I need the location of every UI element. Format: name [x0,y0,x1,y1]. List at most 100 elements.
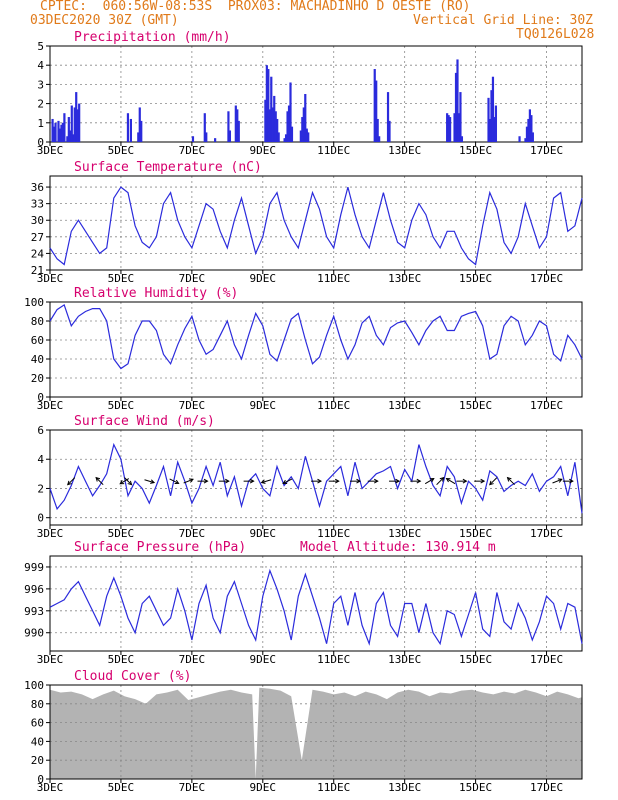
precip-bar [271,107,274,142]
temp-title: Surface Temperature (nC) [74,160,262,175]
header-date: 03DEC2020 30Z (GMT) [30,13,179,28]
rh-xtick-label: 7DEC [179,399,206,412]
precip-bar [75,92,78,142]
precip-xtick-label: 5DEC [108,144,135,157]
wind-arrow-shaft [67,477,76,486]
precip-bar [138,107,141,142]
wind-arrow-head [67,480,72,486]
wind-xtick-label: 13DEC [388,527,421,540]
temp-ytick-label: 21 [31,264,44,277]
wind-arrow-shaft [507,477,515,486]
temp-ytick-label: 33 [31,198,44,211]
precip-bar [301,117,304,142]
rh-ytick-label: 40 [31,353,44,366]
precip-bar [284,134,288,142]
cloud-title: Cloud Cover (%) [74,669,191,684]
cloud-ytick-label: 0 [37,773,44,786]
wind-arrow-head [174,479,180,485]
precip-bar [373,69,376,142]
precip-bar [491,76,495,142]
precip-bar [488,118,492,142]
wind-arrow-head [150,479,156,484]
precip-bar [214,138,217,142]
wind-arrow-head [416,478,422,484]
wind-arrow-shaft [119,478,130,485]
pres-xtick-label: 11DEC [317,653,350,666]
wind-arrow-head [506,476,512,482]
wind-arrow-head [445,478,451,483]
rh-xtick-label: 15DEC [459,399,492,412]
precip-bar [493,117,496,142]
precip-bar [274,111,277,142]
header-model-code: TQ0126L028 [516,27,595,42]
precip-ytick-label: 0 [37,136,44,149]
temp-frame [49,175,583,271]
rh-xtick-label: 5DEC [108,399,135,412]
precip-bar [307,132,310,142]
cloud-xtick-label: 11DEC [317,781,350,794]
cloud-xtick-label: 13DEC [388,781,421,794]
wind-ytick-label: 2 [37,482,44,495]
cloud-xtick-label: 5DEC [108,781,135,794]
wind-ytick-label: 4 [37,453,44,466]
precip-bar [304,94,307,142]
precip-bar [388,120,391,142]
precip-bar [137,132,140,142]
precip-bar [76,109,79,142]
pres-frame [49,555,583,652]
precip-bar [449,117,452,142]
precip-bar [518,136,521,142]
precip-bar [60,124,63,142]
rh-xtick-label: 9DEC [250,399,277,412]
wind-arrow-head [373,478,379,484]
precip-ytick-label: 2 [37,98,44,111]
wind-arrow-head [225,478,230,484]
wind-arrow-head [439,476,445,482]
pres-xtick-label: 15DEC [459,653,492,666]
wind-arrow-shaft [95,477,104,486]
wind-arrow-shaft [124,477,132,486]
precip-bar [234,105,237,142]
temp-ytick-label: 30 [31,214,44,227]
precip-bar [70,105,73,142]
wind-xtick-label: 3DEC [37,527,64,540]
rh-line [49,303,583,370]
temp-line [49,186,583,266]
precip-bar [228,130,232,142]
precip-bar [69,130,72,142]
wind-line [49,442,583,514]
rh-xtick-label: 17DEC [530,399,563,412]
cloud-ytick-label: 40 [31,735,44,748]
precip-bar [525,126,529,142]
temp-xtick-label: 13DEC [388,272,421,285]
cloud-ytick-label: 80 [31,698,44,711]
wind-ytick-label: 0 [37,512,44,525]
wind-arrow-head [569,478,574,484]
pres-title: Surface Pressure (hPa) [74,540,246,555]
precip-bar [375,80,378,142]
wind-arrow-shaft [424,478,435,485]
precip-bar [54,122,57,142]
rh-ytick-label: 80 [31,315,44,328]
wind-xtick-label: 15DEC [459,527,492,540]
pres-xtick-label: 17DEC [530,653,563,666]
wind-xtick-label: 7DEC [179,527,206,540]
wind-arrow-head [489,480,494,486]
cloud-xtick-label: 7DEC [179,781,206,794]
precip-bar [456,59,459,142]
precip-bar [487,97,490,142]
precip-xtick-label: 17DEC [530,144,563,157]
precip-bar [66,136,69,142]
wind-arrow-shaft [183,478,194,484]
wind-arrow-head [317,478,323,484]
precip-frame [49,45,583,143]
wind-arrow-shaft [489,477,498,486]
wind-arrow-head [260,479,266,484]
precip-bar [531,132,534,142]
precip-bar [453,113,456,142]
rh-frame [49,301,583,398]
wind-xtick-label: 5DEC [108,527,135,540]
precip-bar [73,107,76,142]
wind-arrow-head [188,478,194,483]
precip-bar [454,72,458,142]
